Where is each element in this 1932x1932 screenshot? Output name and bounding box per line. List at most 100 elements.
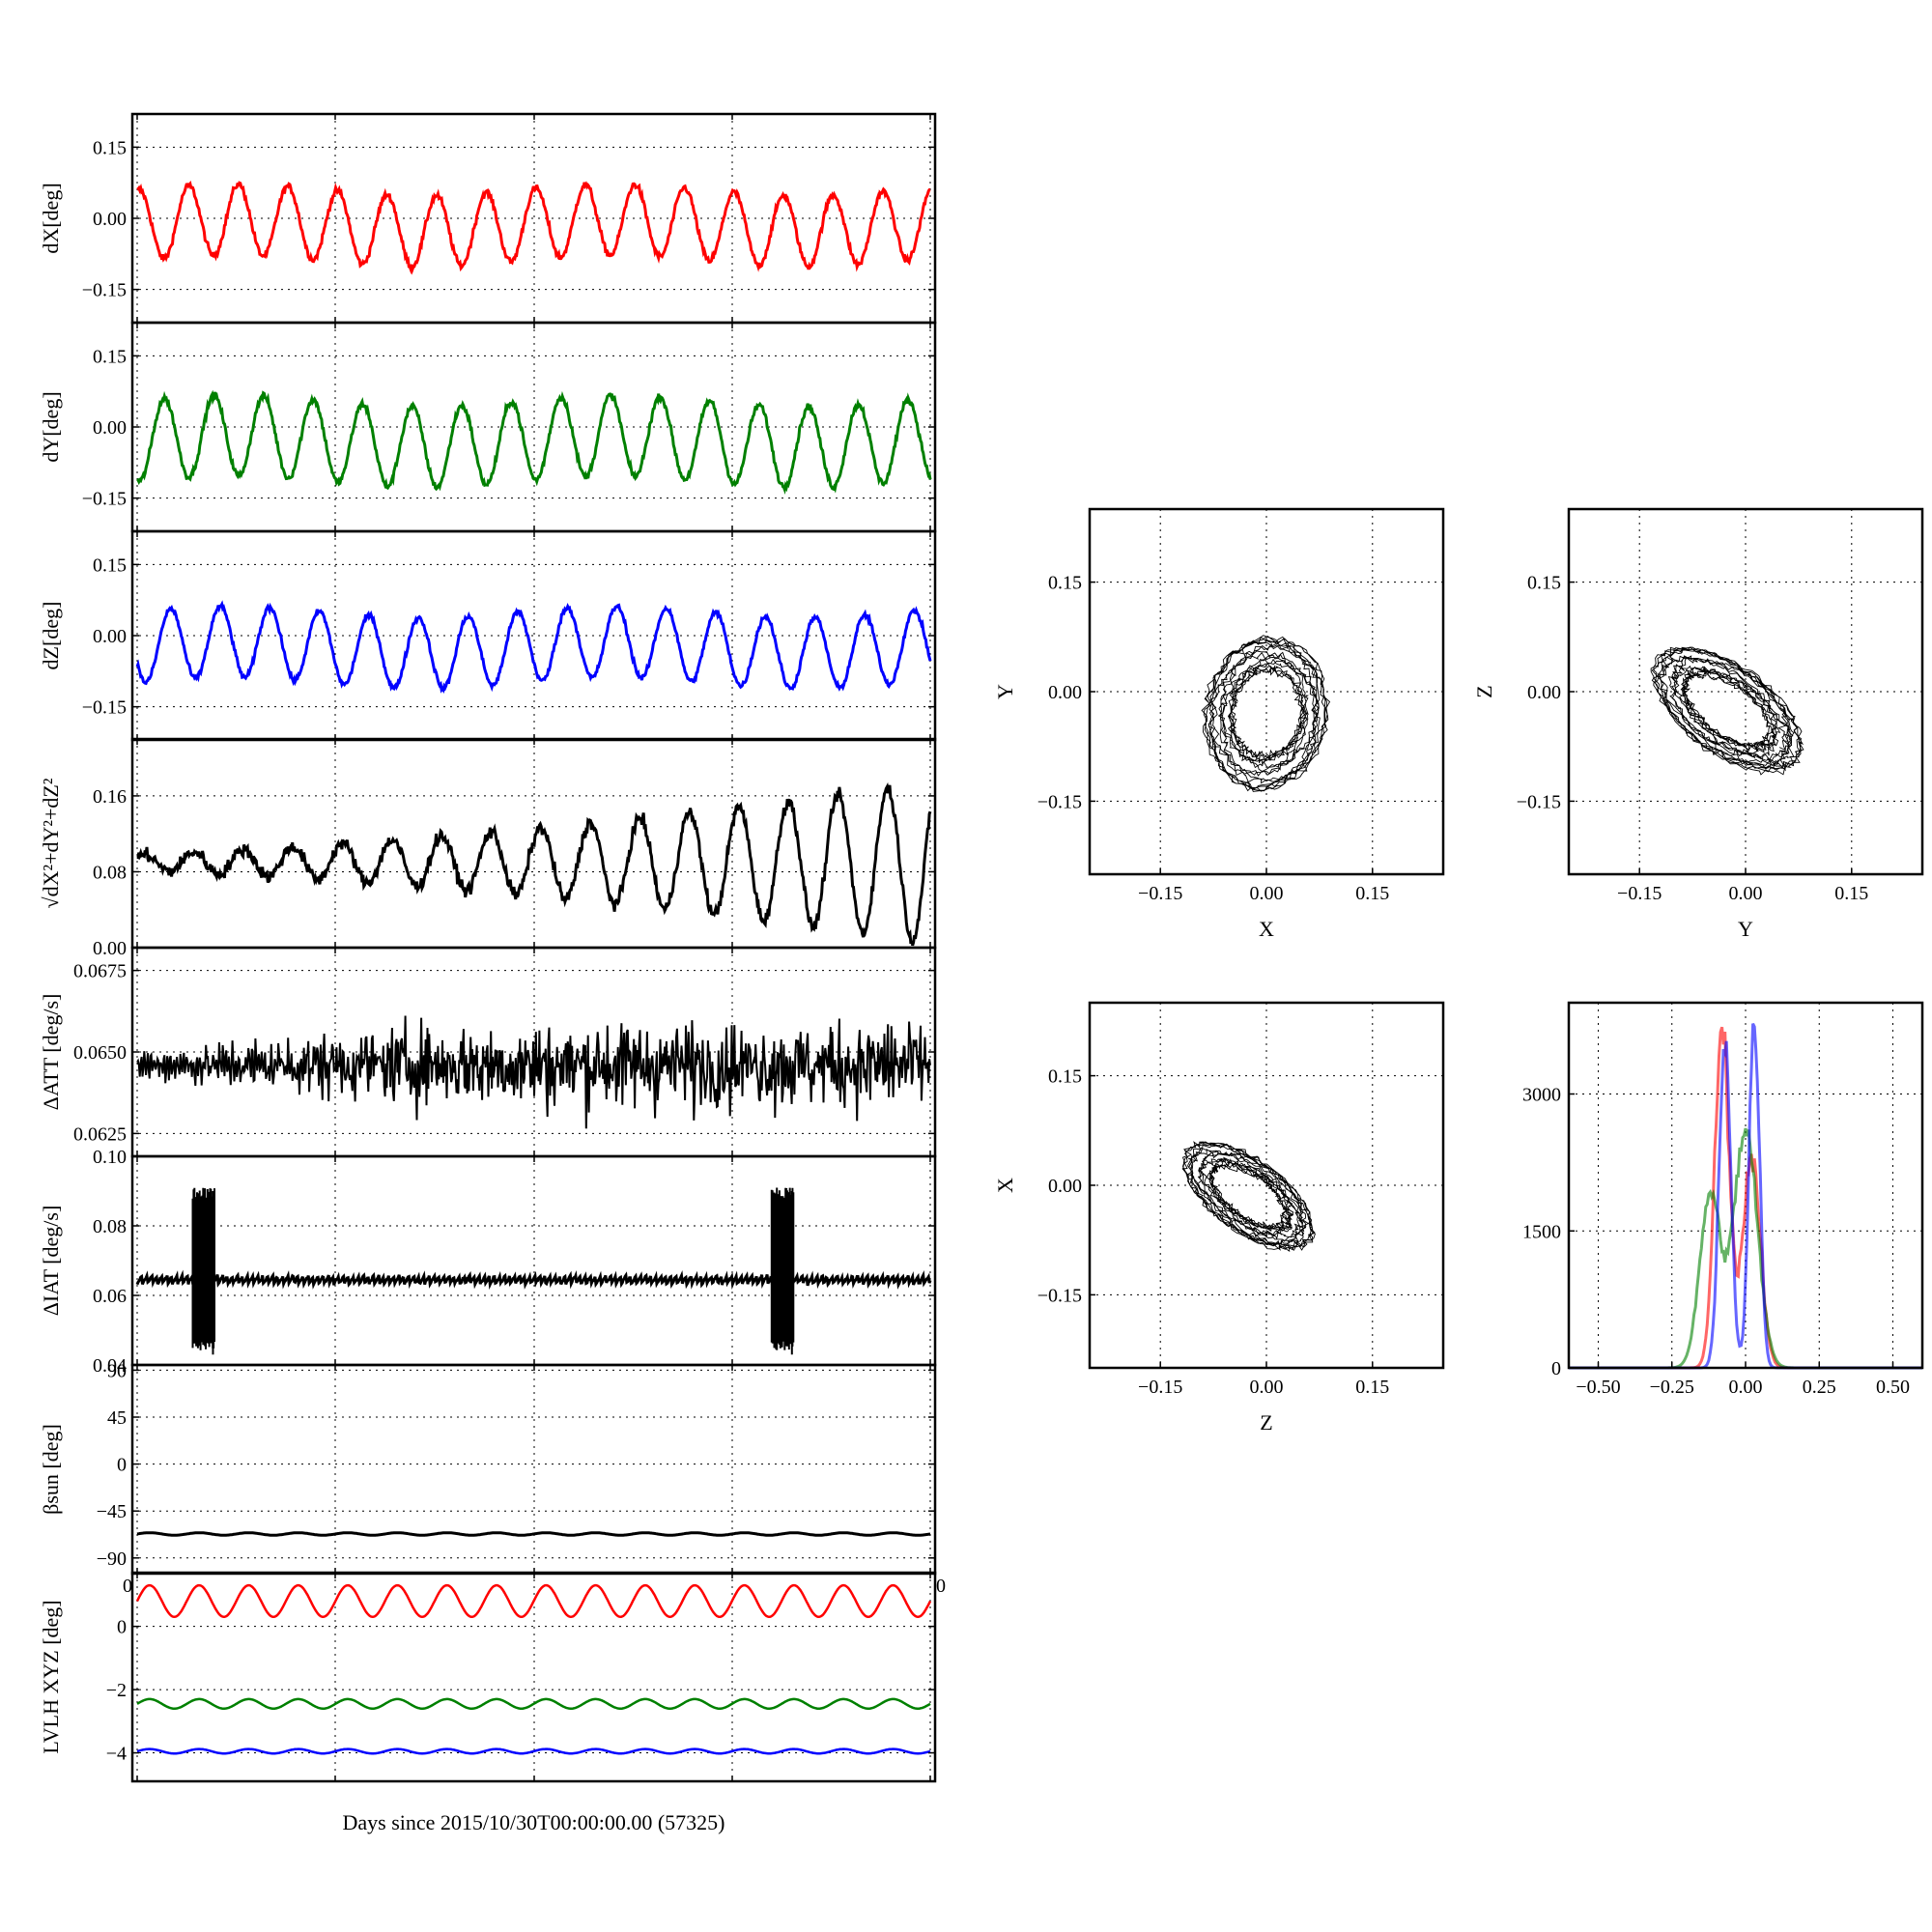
panel-dy <box>130 321 937 533</box>
y-tick-label: 45 <box>107 1407 127 1429</box>
panel-dz <box>130 529 937 742</box>
trace-line <box>1181 1141 1316 1253</box>
y-tick-label: −45 <box>97 1501 127 1522</box>
y-tick-label: 0.15 <box>1048 1066 1082 1088</box>
y-tick-label: 0.00 <box>93 938 127 959</box>
y-axis-label: dZ[deg] <box>39 602 63 670</box>
y-tick-label: −90 <box>97 1548 127 1570</box>
y-tick-label: 0 <box>117 1617 127 1638</box>
trace-line <box>1650 646 1804 776</box>
panel-xy <box>1088 507 1445 876</box>
y-axis-label: Z <box>1472 685 1496 697</box>
x-tick-label: 0.15 <box>1355 1377 1389 1398</box>
x-tick-label: 0.15 <box>1355 883 1389 904</box>
series-line <box>136 781 932 947</box>
y-tick-label: 0.00 <box>1527 682 1561 703</box>
y-tick-label: 3000 <box>1522 1085 1561 1106</box>
y-axis-label: LVLH XYZ [deg] <box>39 1600 63 1753</box>
y-axis-label: dY[deg] <box>39 391 63 462</box>
x-tick-label: 0.50 <box>1876 1377 1910 1398</box>
panel-frame <box>130 1571 937 1783</box>
y-tick-label: 0.15 <box>93 137 127 158</box>
x-axis-label: Z <box>1260 1410 1272 1435</box>
x-tick-label: −0.50 <box>1576 1377 1620 1398</box>
y-tick-label: −0.15 <box>1037 1285 1082 1306</box>
y-tick-label: −0.15 <box>82 280 127 301</box>
burst-1 <box>770 1187 795 1355</box>
y-tick-label: 0.0675 <box>73 961 127 982</box>
y-tick-label: 0.00 <box>1048 1176 1082 1197</box>
y-tick-label: 0.15 <box>1527 573 1561 594</box>
y-tick-label: −0.15 <box>1037 791 1082 812</box>
series-line <box>135 1269 932 1291</box>
y-tick-label: 0.0625 <box>73 1123 127 1145</box>
x-tick-label: 0.15 <box>1834 883 1868 904</box>
y-tick-label: 0.15 <box>93 554 127 576</box>
panel-hist <box>1567 1001 1924 1370</box>
y-tick-label: 0.10 <box>93 1147 127 1168</box>
y-axis-label: βsun [deg] <box>39 1424 63 1515</box>
y-tick-label: 0.0650 <box>73 1042 127 1064</box>
y-tick-label: 0.04 <box>93 1355 127 1377</box>
y-tick-label: −0.15 <box>82 489 127 510</box>
panel-dx <box>130 112 937 325</box>
x-tick-label: −0.15 <box>1138 883 1182 904</box>
x-tick-label: 0.00 <box>1729 1377 1763 1398</box>
y-tick-label: 0.00 <box>93 417 127 439</box>
series-line <box>136 389 932 495</box>
x-tick-label: 0.00 <box>1250 1377 1284 1398</box>
y-tick-label: −2 <box>106 1680 127 1701</box>
trace-line <box>1201 635 1331 792</box>
panel-lvlh <box>130 1571 937 1783</box>
y-tick-label: 90 <box>107 1360 127 1381</box>
y-tick-label: 0.00 <box>1048 682 1082 703</box>
y-tick-label: 0 <box>117 1455 127 1476</box>
x-tick-label: 0 <box>123 1576 132 1597</box>
panel-frame <box>1088 507 1445 876</box>
x-axis-label: X <box>1259 917 1274 941</box>
series-line <box>136 180 931 275</box>
panel-diat <box>130 1154 937 1367</box>
x-tick-label: −0.25 <box>1650 1377 1694 1398</box>
x-tick-label: 0.25 <box>1803 1377 1836 1398</box>
panel-zx <box>1088 1001 1445 1370</box>
panel-frame <box>1567 507 1924 876</box>
x-tick-label: −0.15 <box>1617 883 1662 904</box>
x-tick-label: 0.00 <box>1729 883 1763 904</box>
y-axis-label: ΔATT [deg/s] <box>39 994 63 1111</box>
y-tick-label: 0.16 <box>93 786 127 808</box>
y-tick-label: 0.00 <box>93 209 127 230</box>
series-line-Y <box>136 1697 931 1710</box>
y-tick-label: 0.06 <box>93 1286 127 1307</box>
burst-0 <box>191 1187 215 1355</box>
y-tick-label: −0.15 <box>82 697 127 719</box>
panel-frame <box>1088 1001 1445 1370</box>
y-tick-label: 1500 <box>1522 1221 1561 1242</box>
y-tick-label: 0.08 <box>93 862 127 883</box>
series-line <box>135 600 932 694</box>
x-tick-label: 0 <box>936 1576 946 1597</box>
x-tick-label: 0.00 <box>1250 883 1284 904</box>
x-tick-label: −0.15 <box>1138 1377 1182 1398</box>
series-line <box>136 1531 931 1537</box>
panel-frame <box>1567 1001 1924 1370</box>
y-tick-label: 0.15 <box>1048 573 1082 594</box>
series-line-X <box>135 1583 932 1619</box>
y-tick-label: 0.08 <box>93 1216 127 1237</box>
y-tick-label: 0 <box>1551 1358 1561 1379</box>
panel-mag <box>130 737 937 950</box>
y-axis-label: X <box>993 1178 1017 1193</box>
y-axis-label: ΔIAT [deg/s] <box>39 1206 63 1317</box>
series-line <box>136 1015 931 1129</box>
y-tick-label: −4 <box>106 1744 127 1765</box>
panel-beta <box>130 1363 937 1576</box>
series-line-Z <box>136 1747 931 1755</box>
x-axis-label: Days since 2015/10/30T00:00:00.00 (57325… <box>343 1810 725 1834</box>
y-tick-label: 0.00 <box>93 626 127 647</box>
panel-datt <box>130 946 937 1158</box>
y-axis-label: dX[deg] <box>39 183 63 253</box>
y-tick-label: −0.15 <box>1517 791 1561 812</box>
y-axis-label: Y <box>993 684 1017 699</box>
y-axis-label: √dX²+dY²+dZ² <box>39 778 63 908</box>
